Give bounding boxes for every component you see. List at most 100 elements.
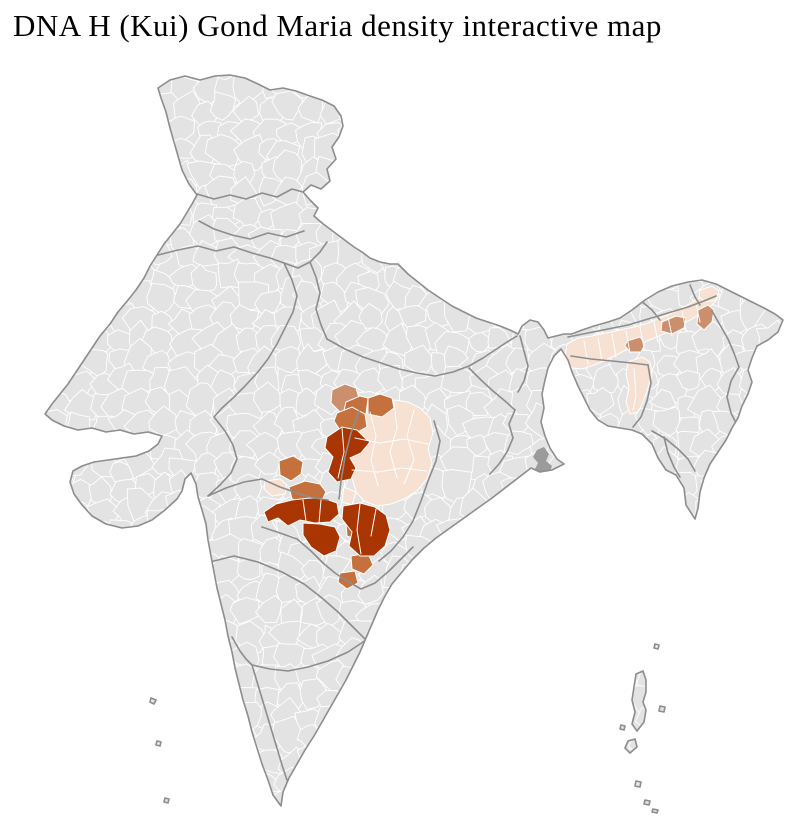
district-cell	[427, 219, 450, 252]
district-density-highest[interactable]	[324, 426, 371, 483]
district-cell	[65, 577, 97, 609]
district-cell	[83, 139, 115, 171]
district-cell	[487, 262, 517, 297]
district-cell	[654, 642, 688, 668]
district-cell	[510, 287, 537, 318]
district-density-low[interactable]	[698, 285, 720, 303]
district-density-medium[interactable]	[660, 315, 687, 335]
district-cell	[711, 512, 739, 543]
district-cell	[253, 381, 285, 413]
district-cell	[354, 75, 389, 87]
district-cell	[760, 118, 783, 149]
district-cell	[379, 76, 412, 107]
district-cell	[759, 490, 783, 519]
district-cell	[633, 552, 664, 588]
district-cell	[83, 536, 107, 560]
district-cell	[548, 766, 575, 795]
district-cell	[675, 136, 708, 166]
district-cell	[667, 78, 699, 110]
district-cell	[715, 683, 747, 709]
district-cell	[692, 638, 728, 672]
district-cell	[505, 494, 535, 531]
district-density-medium[interactable]	[696, 304, 715, 331]
district-cell	[758, 263, 783, 289]
district-cell	[87, 679, 114, 706]
district-cell	[130, 749, 158, 781]
district-cell	[548, 700, 580, 742]
district-cell	[83, 770, 116, 802]
district-cell	[378, 114, 411, 145]
district-cell	[102, 635, 133, 671]
district-cell	[399, 76, 430, 103]
district-cell	[215, 722, 243, 749]
district-cell	[397, 621, 423, 651]
district-cell	[402, 221, 430, 251]
district-cell	[429, 172, 455, 207]
district-cell	[168, 263, 199, 289]
district-cell	[567, 493, 593, 527]
district-cell	[171, 646, 199, 674]
district-cell	[699, 582, 722, 607]
district-cell	[714, 621, 746, 649]
district-cell	[524, 200, 557, 229]
district-density-low[interactable]	[625, 356, 653, 415]
district-cell	[234, 788, 258, 813]
district-cell	[366, 627, 393, 657]
district-cell	[741, 577, 773, 613]
district-cell	[675, 768, 706, 795]
district-density-medium[interactable]	[624, 336, 646, 353]
district-cell	[47, 539, 77, 565]
district-cell	[486, 156, 511, 179]
district-cell	[275, 75, 301, 78]
district-cell	[503, 430, 534, 455]
district-cell	[511, 555, 536, 584]
district-cell	[657, 154, 692, 184]
district-cell	[467, 584, 495, 608]
district-cell	[173, 75, 198, 79]
district-cell	[657, 248, 684, 274]
district-cell	[395, 789, 431, 813]
district-cell	[63, 217, 101, 258]
district-cell	[229, 597, 260, 625]
district-cell	[592, 478, 618, 506]
district-cell	[445, 688, 472, 716]
district-cell	[655, 556, 684, 581]
district-cell	[126, 702, 155, 738]
district-cell	[46, 752, 81, 782]
district-cell	[45, 617, 55, 653]
district-density-highest[interactable]	[341, 502, 391, 557]
district-cell	[45, 345, 51, 376]
district-cell	[642, 92, 682, 129]
district-cell	[170, 724, 199, 754]
district-cell	[593, 732, 620, 758]
district-cell	[434, 578, 473, 611]
district-cell	[526, 115, 557, 150]
district-cell	[61, 699, 96, 738]
district-cell	[62, 769, 93, 802]
district-density-high[interactable]	[278, 455, 304, 482]
district-cell	[765, 413, 783, 442]
district-density-highest[interactable]	[302, 522, 341, 557]
district-cell	[45, 409, 68, 438]
district-cell	[401, 676, 434, 715]
district-cell	[356, 759, 385, 793]
district-cell	[45, 497, 58, 527]
district-cell	[755, 246, 781, 270]
district-cell	[525, 472, 558, 509]
district-cell	[570, 204, 599, 229]
district-cell	[375, 625, 410, 652]
district-cell	[74, 751, 95, 776]
district-cell	[568, 142, 593, 170]
district-cell	[734, 604, 766, 631]
district-cell	[344, 76, 372, 102]
district-cell	[315, 594, 344, 629]
district-cell	[564, 781, 602, 813]
district-cell	[735, 621, 772, 658]
district-cell	[675, 117, 709, 151]
district-cell	[565, 75, 601, 100]
district-density-high[interactable]	[367, 393, 395, 418]
district-cell	[573, 598, 604, 634]
district-cell	[591, 75, 621, 103]
district-cell	[45, 242, 75, 274]
